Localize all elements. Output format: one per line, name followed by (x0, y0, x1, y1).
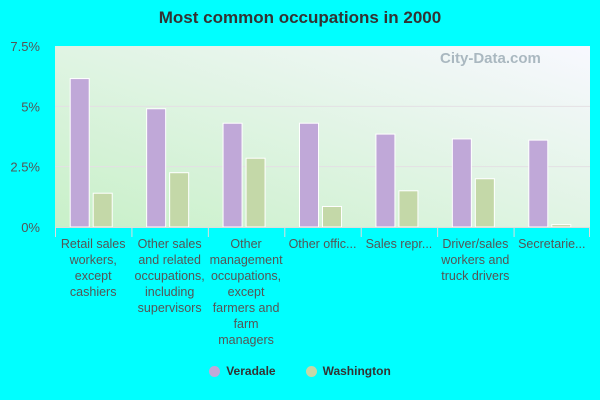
x-tick-label: Driver/sales workers and truck drivers (441, 237, 510, 283)
plot-area (55, 46, 590, 227)
y-tick-label: 0% (21, 220, 40, 235)
bar-washington (551, 224, 572, 228)
bar-washington (474, 178, 495, 228)
x-tick-label: Other offic... (288, 237, 357, 251)
x-tick-label: Retail sales workers, except cashiers (60, 237, 126, 299)
legend-label: Veradale (226, 364, 276, 378)
legend-swatch (305, 365, 317, 377)
y-tick-label: 7.5% (10, 39, 40, 54)
bar-veradale (299, 122, 319, 228)
legend-item: Veradale (209, 364, 276, 378)
x-tick-label: Secretarie... (518, 237, 586, 251)
legend-label: Washington (322, 364, 391, 378)
legend: Veradale Washington (0, 364, 600, 378)
y-tick-label: 2.5% (10, 160, 40, 175)
bar-washington (169, 172, 190, 228)
watermark: City-Data.com (440, 50, 541, 67)
bar-washington (245, 157, 266, 228)
bar-veradale (69, 78, 90, 228)
bar-veradale (528, 139, 549, 228)
bar-veradale (146, 108, 167, 228)
bar-veradale (375, 133, 396, 228)
bar-washington (398, 190, 419, 228)
legend-swatch (209, 365, 221, 377)
bar-veradale (451, 138, 472, 228)
x-tick-label: Sales repr... (365, 237, 433, 251)
bar-washington (322, 205, 342, 228)
legend-item: Washington (305, 364, 391, 378)
bar-veradale (222, 122, 243, 228)
y-tick-label: 5% (21, 99, 40, 114)
bar-washington (92, 192, 113, 228)
chart-title: Most common occupations in 2000 (158, 8, 442, 27)
x-tick-label: Other management occupations, except far… (209, 237, 283, 347)
x-tick-label: Other sales and related occupations, inc… (134, 237, 205, 315)
